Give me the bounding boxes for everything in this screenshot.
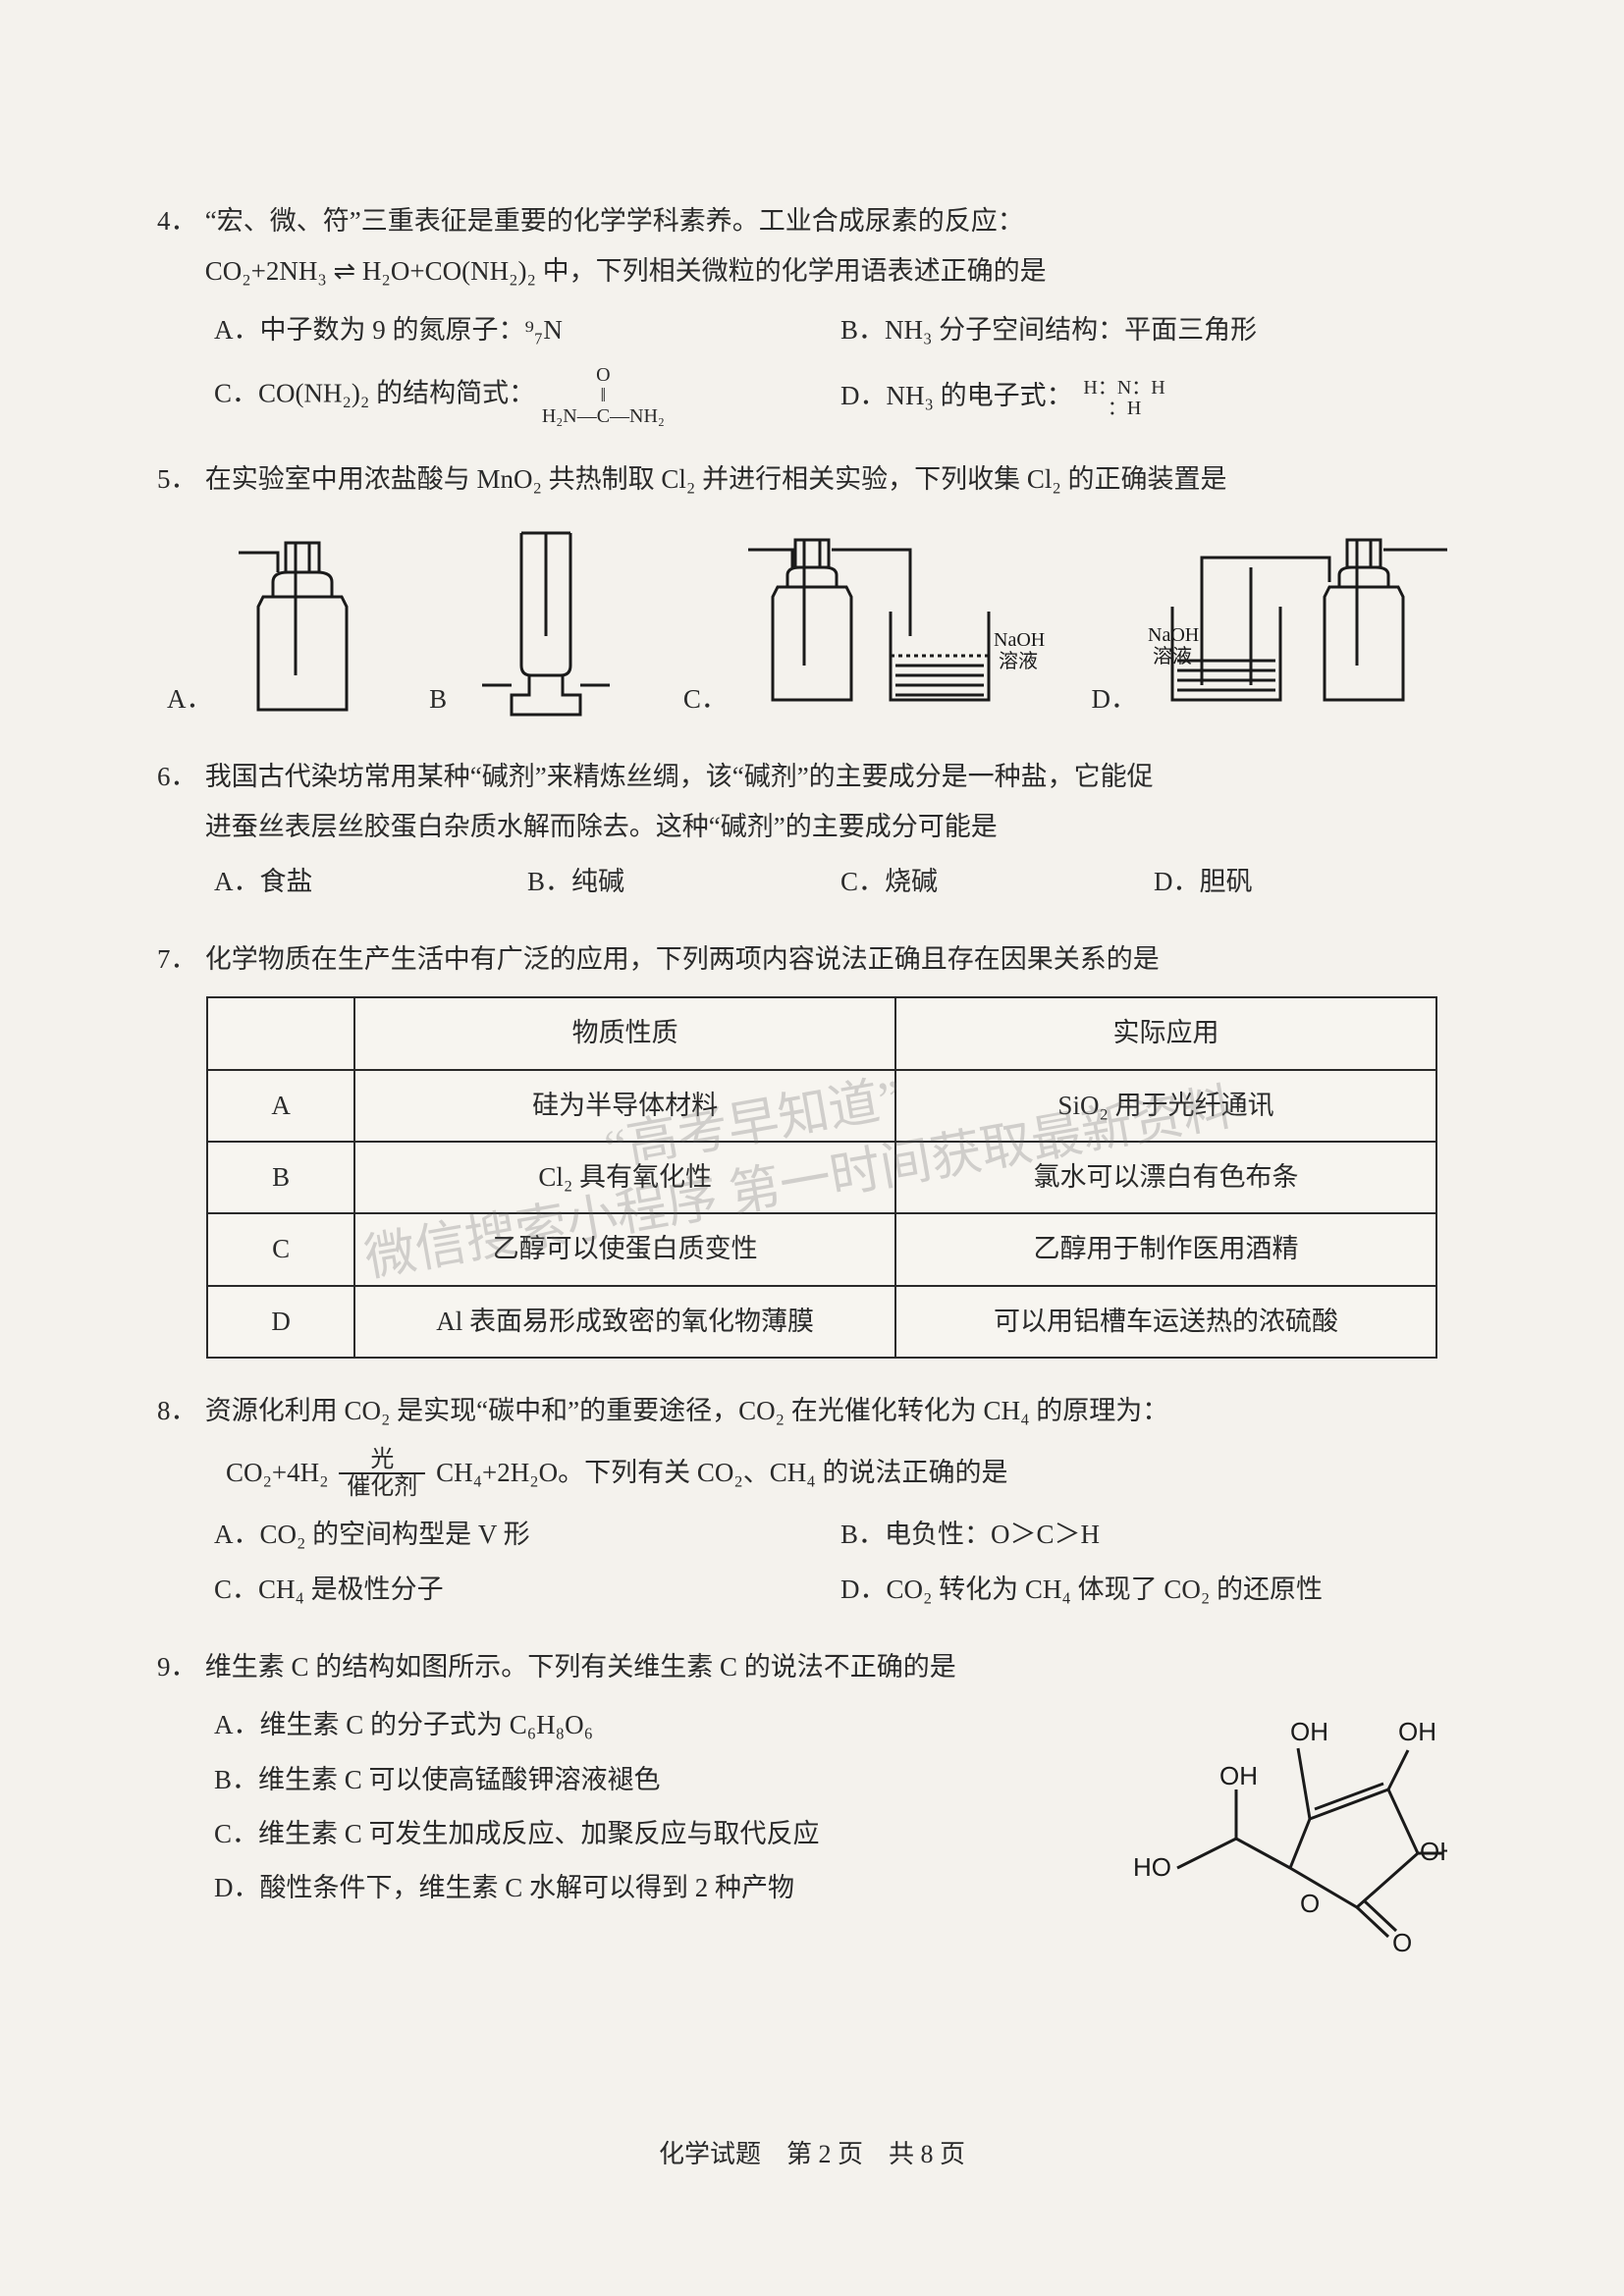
q7-h1: 物质性质 bbox=[354, 997, 895, 1069]
svg-text:溶液: 溶液 bbox=[999, 650, 1038, 672]
q5-svg-c: NaOH 溶液 bbox=[733, 528, 1048, 724]
q7-header-row: 物质性质 实际应用 bbox=[207, 997, 1436, 1069]
q4-c-structure: O ‖ H₂N—C—NH₂ bbox=[542, 365, 665, 427]
q4-opt-a: A．中子数为 9 的氮原子：⁹₇N bbox=[214, 305, 840, 355]
q4-c-struct-top: O bbox=[542, 365, 665, 386]
q7-c0: C bbox=[207, 1213, 354, 1285]
q4-c-prefix: C．CO(NH₂)₂ 的结构简式： bbox=[214, 379, 535, 408]
q6-stem1: 我国古代染坊常用某种“碱剂”来精炼丝绸，该“碱剂”的主要成分是一种盐，它能促 bbox=[205, 752, 1466, 802]
q7-row-d: D Al 表面易形成致密的氧化物薄膜 可以用铝槽车运送热的浓硫酸 bbox=[207, 1286, 1436, 1358]
q8-eq-top: 光 bbox=[339, 1447, 425, 1474]
q7-row-c: C 乙醇可以使蛋白质变性 乙醇用于制作医用酒精 bbox=[207, 1213, 1436, 1285]
q7-num: 7． bbox=[157, 934, 198, 985]
q4-opt-d: D．NH₃ 的电子式： H：N：H ：H bbox=[840, 371, 1467, 421]
question-9: 9． 维生素 C 的结构如图所示。下列有关维生素 C 的说法不正确的是 A．维生… bbox=[157, 1642, 1467, 1913]
q8-options: A．CO₂ 的空间构型是 V 形 B．电负性：O＞C＞H C．CH₄ 是极性分子… bbox=[157, 1510, 1467, 1615]
q8-opt-a: A．CO₂ 的空间构型是 V 形 bbox=[214, 1510, 840, 1560]
q9-oh-2: OH bbox=[1398, 1717, 1436, 1746]
q5-c-naoh: NaOH bbox=[994, 629, 1045, 651]
q5-app-c: C． bbox=[683, 528, 1048, 724]
q4-c-struct-mid: H₂N—C—NH₂ bbox=[542, 406, 665, 427]
q5-svg-d: NaOH 溶液 bbox=[1143, 528, 1467, 724]
q4-options: A．中子数为 9 的氮原子：⁹₇N B．NH₃ 分子空间结构：平面三角形 C．C… bbox=[157, 305, 1467, 427]
q6-num: 6． bbox=[157, 752, 198, 802]
q4-stem2: CO₂+2NH₃ ⇌ H₂O+CO(NH₂)₂ 中，下列相关微粒的化学用语表述正… bbox=[205, 246, 1466, 296]
q4-opt-b: B．NH₃ 分子空间结构：平面三角形 bbox=[840, 305, 1467, 355]
q5-num: 5． bbox=[157, 454, 198, 505]
q5-label-c: C． bbox=[683, 674, 728, 724]
q7-a2: SiO₂ 用于光纤通讯 bbox=[895, 1070, 1436, 1142]
q7-c2: 乙醇用于制作医用酒精 bbox=[895, 1213, 1436, 1285]
q8-num: 8． bbox=[157, 1386, 198, 1436]
q5-d-naoh: NaOH bbox=[1148, 624, 1199, 646]
q4-d-structure: H：N：H ：H bbox=[1083, 378, 1164, 419]
q7-row-b: B Cl₂ 具有氧化性 氯水可以漂白有色布条 bbox=[207, 1142, 1436, 1213]
q6-opt-c: C．烧碱 bbox=[840, 857, 1154, 907]
q7-h2: 实际应用 bbox=[895, 997, 1436, 1069]
q4-num: 4． bbox=[157, 196, 198, 246]
q4-stem1: “宏、微、符”三重表征是重要的化学学科素养。工业合成尿素的反应： bbox=[205, 196, 1466, 246]
q7-a1: 硅为半导体材料 bbox=[354, 1070, 895, 1142]
q5-app-b: B bbox=[429, 518, 639, 724]
q7-d1: Al 表面易形成致密的氧化物薄膜 bbox=[354, 1286, 895, 1358]
q8-stem1: 资源化利用 CO₂ 是实现“碳中和”的重要途径，CO₂ 在光催化转化为 CH₄ … bbox=[205, 1386, 1466, 1436]
q5-label-d: D． bbox=[1092, 674, 1138, 724]
q7-h0 bbox=[207, 997, 354, 1069]
q4-d-struct-bot: ：H bbox=[1083, 399, 1164, 419]
q8-eq-arrow: 光 催化剂 bbox=[339, 1447, 425, 1501]
q4-stem: “宏、微、符”三重表征是重要的化学学科素养。工业合成尿素的反应： CO₂+2NH… bbox=[205, 196, 1466, 297]
q9-ring-o: O bbox=[1300, 1889, 1320, 1918]
q5-app-a: A． bbox=[167, 528, 386, 724]
question-7: 7． 化学物质在生产生活中有广泛的应用，下列两项内容说法正确且存在因果关系的是 … bbox=[157, 934, 1467, 1359]
q7-d0: D bbox=[207, 1286, 354, 1358]
q9-oh-4: OH bbox=[1219, 1761, 1258, 1790]
question-4: 4． “宏、微、符”三重表征是重要的化学学科素养。工业合成尿素的反应： CO₂+… bbox=[157, 196, 1467, 427]
q7-stem: 化学物质在生产生活中有广泛的应用，下列两项内容说法正确且存在因果关系的是 bbox=[205, 934, 1466, 985]
q5-svg-a bbox=[219, 528, 386, 724]
q5-svg-b bbox=[453, 518, 639, 724]
q8-equation: CO₂+4H₂ 光 催化剂 CH₄+2H₂O。下列有关 CO₂、CH₄ 的说法正… bbox=[157, 1446, 1467, 1500]
q9-ho: HO bbox=[1133, 1852, 1171, 1882]
q6-stem2: 进蚕丝表层丝胶蛋白杂质水解而除去。这种“碱剂”的主要成分可能是 bbox=[205, 802, 1466, 852]
q6-opt-a: A．食盐 bbox=[214, 857, 527, 907]
q8-eq-bot: 催化剂 bbox=[339, 1474, 425, 1500]
q5-label-b: B bbox=[429, 674, 447, 724]
q5-label-a: A． bbox=[167, 674, 213, 724]
q8-opt-d: D．CO₂ 转化为 CH₄ 体现了 CO₂ 的还原性 bbox=[840, 1565, 1467, 1615]
q8-eq-right: CH₄+2H₂O。下列有关 CO₂、CH₄ 的说法正确的是 bbox=[436, 1458, 1007, 1487]
q8-opt-c: C．CH₄ 是极性分子 bbox=[214, 1565, 840, 1615]
q7-b1: Cl₂ 具有氧化性 bbox=[354, 1142, 895, 1213]
q8-opt-b: B．电负性：O＞C＞H bbox=[840, 1510, 1467, 1560]
q8-eq-left: CO₂+4H₂ bbox=[226, 1458, 329, 1487]
q7-table: 物质性质 实际应用 A 硅为半导体材料 SiO₂ 用于光纤通讯 B Cl₂ 具有… bbox=[206, 996, 1437, 1358]
q5-app-d: D． bbox=[1092, 528, 1468, 724]
q7-b0: B bbox=[207, 1142, 354, 1213]
page-footer: 化学试题 第 2 页 共 8 页 bbox=[0, 2130, 1624, 2178]
q9-oh-3: OH bbox=[1420, 1837, 1447, 1866]
svg-text:溶液: 溶液 bbox=[1153, 645, 1192, 667]
q6-stem: 我国古代染坊常用某种“碱剂”来精炼丝绸，该“碱剂”的主要成分是一种盐，它能促 进… bbox=[205, 752, 1466, 853]
q9-oh-1: OH bbox=[1290, 1717, 1328, 1746]
q6-options: A．食盐 B．纯碱 C．烧碱 D．胆矾 bbox=[157, 857, 1467, 907]
q9-structure-svg: OH OH OH OH HO O O bbox=[1094, 1682, 1447, 1956]
question-8: 8． 资源化利用 CO₂ 是实现“碳中和”的重要途径，CO₂ 在光催化转化为 C… bbox=[157, 1386, 1467, 1615]
q4-d-struct-top: H：N：H bbox=[1083, 378, 1164, 399]
q7-a0: A bbox=[207, 1070, 354, 1142]
q6-opt-b: B．纯碱 bbox=[527, 857, 840, 907]
q9-carbonyl-o: O bbox=[1392, 1928, 1412, 1956]
q5-stem: 在实验室中用浓盐酸与 MnO₂ 共热制取 Cl₂ 并进行相关实验，下列收集 Cl… bbox=[205, 454, 1466, 505]
question-6: 6． 我国古代染坊常用某种“碱剂”来精炼丝绸，该“碱剂”的主要成分是一种盐，它能… bbox=[157, 752, 1467, 907]
q7-b2: 氯水可以漂白有色布条 bbox=[895, 1142, 1436, 1213]
q4-opt-c: C．CO(NH₂)₂ 的结构简式： O ‖ H₂N—C—NH₂ bbox=[214, 365, 840, 427]
q6-opt-d: D．胆矾 bbox=[1154, 857, 1467, 907]
q9-num: 9． bbox=[157, 1642, 198, 1692]
q7-row-a: A 硅为半导体材料 SiO₂ 用于光纤通讯 bbox=[207, 1070, 1436, 1142]
q7-c1: 乙醇可以使蛋白质变性 bbox=[354, 1213, 895, 1285]
q7-d2: 可以用铝槽车运送热的浓硫酸 bbox=[895, 1286, 1436, 1358]
q4-d-prefix: D．NH₃ 的电子式： bbox=[840, 381, 1073, 410]
q5-apparatus-row: A． B bbox=[167, 518, 1467, 724]
question-5: 5． 在实验室中用浓盐酸与 MnO₂ 共热制取 Cl₂ 并进行相关实验，下列收集… bbox=[157, 454, 1467, 724]
